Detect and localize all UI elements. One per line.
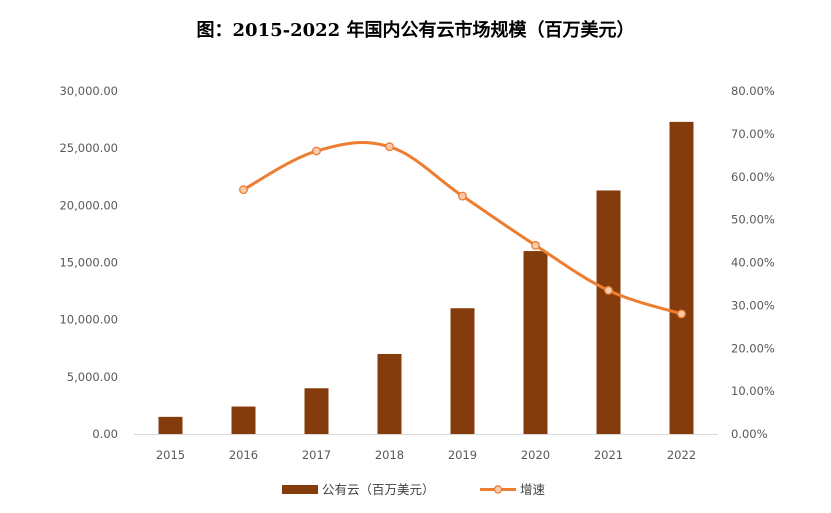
x-tick-label: 2016 [229, 448, 258, 462]
growth-point-2021 [604, 285, 613, 295]
plot-area [134, 121, 718, 435]
right-tick-label: 70.00% [731, 127, 775, 141]
growth-point-2018 [385, 142, 394, 152]
bar-2021 [596, 190, 621, 434]
right-tick-label: 50.00% [731, 213, 775, 227]
bar-2016 [231, 406, 256, 434]
growth-point-2016 [239, 185, 248, 195]
legend-line-label: 增速 [520, 482, 546, 497]
right-tick-label: 80.00% [731, 84, 775, 98]
right-tick-label: 20.00% [731, 341, 775, 355]
left-tick-label: 20,000.00 [59, 198, 118, 212]
legend-bar-swatch [282, 485, 318, 494]
chart-title: 图：2015-2022 年国内公有云市场规模（百万美元） [196, 20, 635, 41]
left-tick-label: 25,000.00 [59, 141, 118, 155]
left-tick-label: 0.00 [92, 427, 118, 441]
left-tick-label: 30,000.00 [59, 84, 118, 98]
left-tick-label: 10,000.00 [59, 313, 118, 327]
bar-2017 [304, 388, 329, 434]
x-tick-label: 2018 [375, 448, 404, 462]
right-tick-label: 60.00% [731, 170, 775, 184]
bar-2018 [377, 353, 402, 434]
right-tick-label: 0.00% [731, 427, 768, 441]
right-axis: 0.00% 10.00% 20.00% 30.00% 40.00% 50.00% 60.00… [731, 84, 775, 441]
x-axis: 2015 2016 2017 2018 2019 2020 2021 2022 [156, 448, 696, 462]
legend-bar-label: 公有云（百万美元） [322, 482, 435, 497]
legend-line-marker [493, 485, 503, 494]
x-tick-label: 2020 [521, 448, 550, 462]
x-tick-label: 2015 [156, 448, 185, 462]
bar-2022 [669, 121, 694, 435]
right-tick-label: 40.00% [731, 256, 775, 270]
x-tick-label: 2017 [302, 448, 331, 462]
x-tick-label: 2022 [667, 448, 696, 462]
bar-2019 [450, 308, 475, 434]
growth-point-2019 [458, 191, 467, 201]
x-tick-label: 2019 [448, 448, 477, 462]
right-tick-label: 30.00% [731, 298, 775, 312]
left-tick-label: 5,000.00 [67, 370, 118, 384]
left-axis: 0.00 5,000.00 10,000.00 15,000.00 20,000.00 2… [59, 84, 118, 441]
x-tick-label: 2021 [594, 448, 623, 462]
left-tick-label: 15,000.00 [59, 256, 118, 270]
growth-point-2020 [531, 240, 540, 250]
growth-point-2022 [677, 309, 686, 319]
bar-2015 [158, 416, 183, 434]
growth-point-2017 [312, 146, 321, 156]
bar-2020 [523, 251, 548, 434]
right-tick-label: 10.00% [731, 384, 775, 398]
legend: 公有云（百万美元） 增速 [282, 482, 546, 497]
